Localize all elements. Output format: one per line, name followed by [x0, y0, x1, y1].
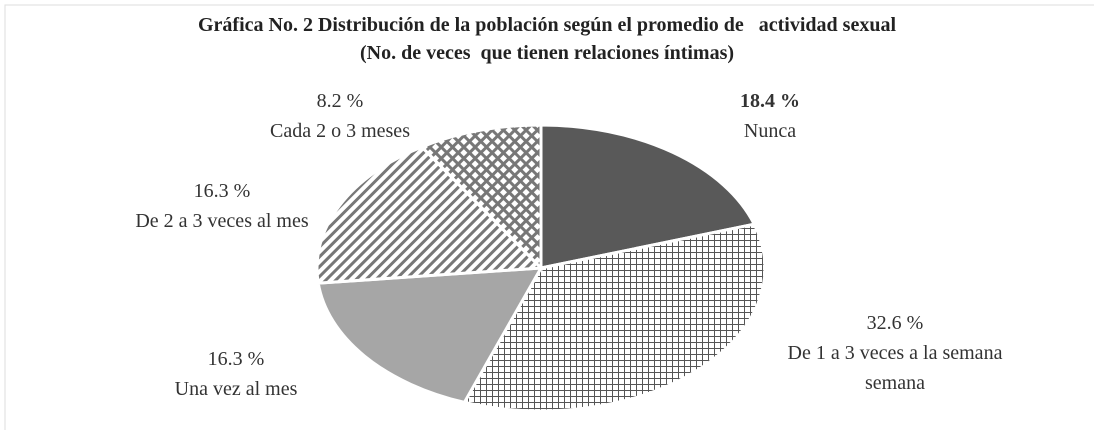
chart-subtitle: (No. de veces que tienen relaciones ínti…	[359, 42, 735, 64]
category-label: Una vez al mes	[174, 378, 298, 400]
value-label: 18.4 %	[740, 90, 800, 112]
value-label: 8.2 %	[316, 90, 364, 112]
value-label: 16.3 %	[207, 348, 265, 370]
pie-slice	[316, 266, 544, 405]
pie-slice	[315, 145, 545, 285]
pie-slice	[539, 123, 757, 270]
category-label: De 2 a 3 veces al mes	[135, 210, 309, 232]
category-label: Nunca	[743, 120, 797, 142]
category-label: De 1 a 3 veces a la semana semana	[787, 342, 1003, 394]
pie-slice	[419, 123, 543, 272]
frame	[4, 4, 1094, 430]
value-label: 16.3 %	[193, 180, 251, 202]
value-label: 32.6 %	[866, 312, 924, 334]
chart-title: Gráfica No. 2 Distribución de la poblaci…	[198, 14, 896, 36]
category-label: Cada 2 o 3 meses	[270, 120, 410, 142]
